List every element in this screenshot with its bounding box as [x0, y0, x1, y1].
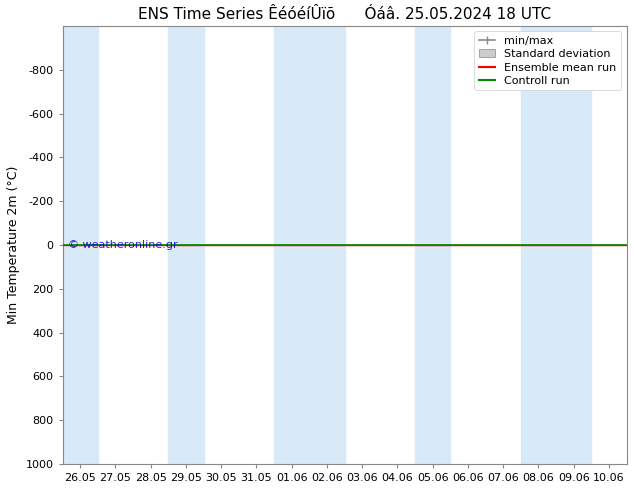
Y-axis label: Min Temperature 2m (°C): Min Temperature 2m (°C)	[7, 166, 20, 324]
Bar	[521, 26, 556, 464]
Bar	[168, 26, 204, 464]
Bar	[415, 26, 450, 464]
Bar	[63, 26, 98, 464]
Bar	[556, 26, 592, 464]
Text: © weatheronline.gr: © weatheronline.gr	[68, 240, 178, 250]
Title: ENS Time Series ÊéóéíÛïõ      Óáâ. 25.05.2024 18 UTC: ENS Time Series ÊéóéíÛïõ Óáâ. 25.05.2024…	[138, 7, 551, 22]
Bar	[274, 26, 309, 464]
Legend: min/max, Standard deviation, Ensemble mean run, Controll run: min/max, Standard deviation, Ensemble me…	[474, 31, 621, 90]
Bar	[309, 26, 344, 464]
